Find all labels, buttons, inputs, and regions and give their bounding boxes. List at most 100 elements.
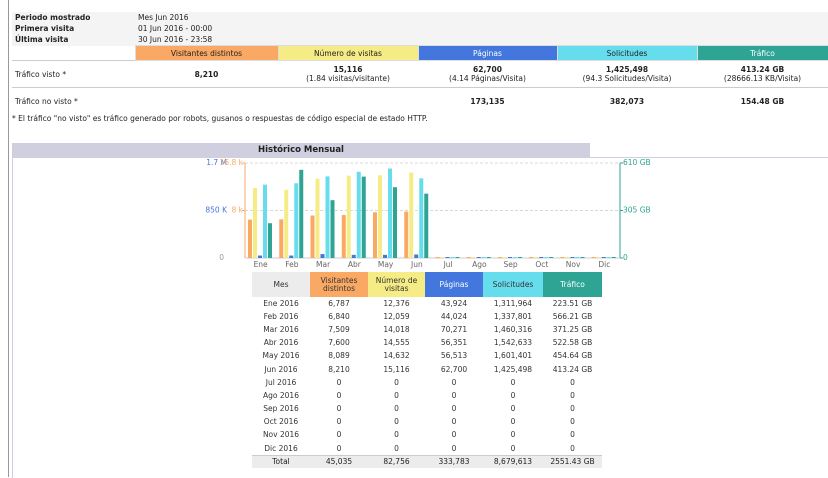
cell: 1,601,401 [493,351,533,361]
info-row: Última visita 30 Jun 2016 - 23:58 [12,34,828,46]
monthly-body: Mes Visitantes distintos Número de visitas… [252,272,602,469]
info-value: 30 Jun 2016 - 23:58 [135,34,828,46]
y3-tick-label: 16.8 k [220,158,244,167]
y-tick-label: 1.7 M [206,158,227,167]
traffic-row: Tráfico visto * 8,210 15,116 (1.84 visitas/… [12,60,828,88]
cell: 1,460,316 [493,324,533,334]
column-header: Tráfico [696,45,828,61]
cell: 62,700 [440,364,468,374]
cell: 0 [510,404,516,414]
cell: 0 [570,404,575,414]
traffic-row: Tráfico no visto * 173,135 382,073 154.48 G… [12,87,828,114]
bar [596,257,601,258]
cell: 454.64 GB [552,351,593,361]
bar [419,178,424,258]
cell: 566.21 GB [552,311,593,321]
column-header: Visitantes distintos [310,272,368,297]
month-row: Oct 2016 0 0 0 0 0 [252,416,602,429]
cell: 154.48 GB [697,87,828,114]
month-row: Ago 2016 0 0 0 0 0 [252,389,602,402]
cell: 44,024 [440,311,468,321]
bar [356,171,361,258]
cell: Oct 2016 [263,417,299,427]
bar [346,175,351,258]
header-row: Mes Visitantes distintos Número de visitas… [252,272,602,297]
x-tick-label: Abr [348,260,362,269]
bar [253,188,257,258]
bar [450,257,455,258]
bar [325,176,330,258]
bar [570,257,575,258]
cell: 70,271 [440,324,468,334]
summary-body: Periodo mostrado Mes Jun 2016 Primera visi… [12,12,828,114]
info-value: Mes Jun 2016 [135,12,828,23]
cell: 2551.43 GB [543,455,602,469]
cell: Nov 2016 [262,430,300,440]
cell: 43,924 [440,298,468,308]
header-row: Visitantes distintos Número de visitas Pág… [12,45,828,61]
cell: 62,700 (4.14 Páginas/Visita) [418,60,557,88]
bar [435,257,440,258]
bar [258,255,262,258]
bar [263,184,267,258]
bar [388,168,392,258]
bar [508,257,512,258]
info-value: 01 Jun 2016 - 00:00 [135,23,828,34]
cell: 12,059 [383,311,410,321]
bar [414,254,419,258]
note: * El tráfico "no visto" es tráfico gener… [12,114,428,123]
cell: 333,783 [425,455,483,469]
month-row: Dic 2016 0 0 0 0 0 [252,442,602,456]
cell: 0 [451,430,457,440]
bar [575,257,580,258]
x-tick-label: Jul [443,260,453,269]
cell: Mar 2016 [263,324,299,334]
cell: Ago 2016 [263,390,299,400]
bar [560,257,565,258]
bar [378,175,382,258]
bar [580,257,585,258]
month-row: Mar 2016 7,509 14,018 70,271 1,460,316 371.25… [252,323,602,336]
x-tick-label: Sep [504,260,518,269]
cell: 0 [451,377,457,387]
column-header: Número de visitas [277,45,419,61]
frame [8,0,828,477]
cell-sub: (28666.13 KB/Visita) [723,74,802,83]
cell-value: 173,135 [470,96,505,106]
section-title-bar: Histórico Mensual [12,143,590,157]
bar [565,257,570,258]
cell: 0 [510,443,516,453]
cell: Dic 2016 [264,443,298,453]
cell: Sep 2016 [263,404,299,414]
cell: 0 [336,377,342,387]
cell: 0 [336,417,342,427]
bar [591,257,596,258]
x-tick-label: May [378,260,394,269]
bar [404,211,409,258]
cell: 522.58 GB [552,338,593,348]
cell: 413.24 GB [552,364,593,374]
x-tick-label: Ago [472,260,487,269]
bar [268,223,272,258]
cell [135,87,278,114]
cell: Jun 2016 [264,364,298,374]
bar [513,257,517,258]
cell: 0 [510,430,516,440]
bar [310,215,315,258]
column-header: Tráfico [543,272,602,297]
bar [498,257,502,258]
cell: 56,351 [440,338,468,348]
cell: 0 [451,404,457,414]
cell: 45,035 [310,455,368,469]
x-tick-label: Jun [410,260,423,269]
bar [529,257,534,258]
cell: 15,116 (1.84 visitas/visitante) [278,60,418,88]
y2-tick-label: 305 GB [623,206,651,215]
x-tick-label: Nov [566,260,581,269]
y-tick-label: 0 [219,253,224,262]
cell: 0 [570,430,575,440]
bar [503,257,507,258]
cell-value: 154.48 GB [740,96,785,106]
cell: 0 [336,430,342,440]
bar [330,200,335,258]
